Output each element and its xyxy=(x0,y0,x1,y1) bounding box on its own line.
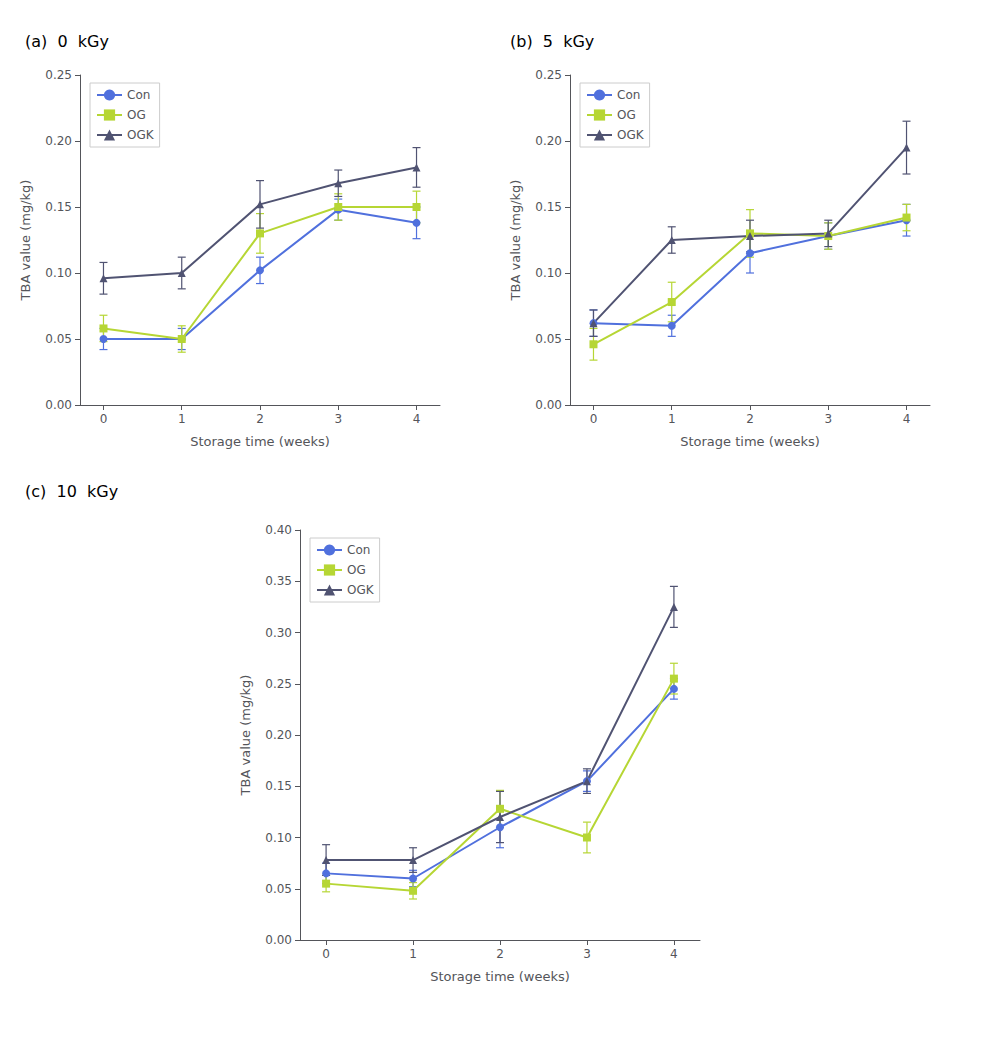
svg-text:(b) 5 kGy: (b) 5 kGy xyxy=(510,32,594,51)
svg-text:0.05: 0.05 xyxy=(535,332,562,346)
svg-text:0.10: 0.10 xyxy=(535,266,562,280)
svg-text:OG: OG xyxy=(127,108,146,122)
svg-text:TBA value (mg/kg): TBA value (mg/kg) xyxy=(18,180,33,302)
svg-text:0.25: 0.25 xyxy=(265,677,292,691)
svg-text:Storage time (weeks): Storage time (weeks) xyxy=(430,969,570,984)
svg-text:4: 4 xyxy=(413,412,421,426)
svg-text:3: 3 xyxy=(583,947,591,961)
svg-text:TBA value (mg/kg): TBA value (mg/kg) xyxy=(238,675,253,797)
svg-text:3: 3 xyxy=(334,412,342,426)
svg-text:0.05: 0.05 xyxy=(265,882,292,896)
svg-text:0.25: 0.25 xyxy=(45,68,72,82)
svg-text:0.40: 0.40 xyxy=(265,523,292,537)
svg-text:Con: Con xyxy=(127,88,150,102)
svg-text:1: 1 xyxy=(409,947,417,961)
svg-text:4: 4 xyxy=(670,947,678,961)
svg-text:0: 0 xyxy=(322,947,330,961)
svg-text:0.00: 0.00 xyxy=(265,933,292,947)
svg-text:0.00: 0.00 xyxy=(535,398,562,412)
svg-text:0.35: 0.35 xyxy=(265,574,292,588)
svg-text:0.30: 0.30 xyxy=(265,626,292,640)
svg-text:TBA value (mg/kg): TBA value (mg/kg) xyxy=(508,180,523,302)
svg-text:0.15: 0.15 xyxy=(265,779,292,793)
svg-text:Storage time (weeks): Storage time (weeks) xyxy=(190,434,330,449)
svg-text:OGK: OGK xyxy=(347,583,375,597)
svg-text:0.20: 0.20 xyxy=(45,134,72,148)
svg-text:OG: OG xyxy=(347,563,366,577)
svg-text:0.05: 0.05 xyxy=(45,332,72,346)
svg-text:0: 0 xyxy=(100,412,108,426)
svg-text:Con: Con xyxy=(347,543,370,557)
svg-text:0: 0 xyxy=(590,412,598,426)
svg-text:3: 3 xyxy=(824,412,832,426)
svg-text:OGK: OGK xyxy=(127,128,155,142)
svg-text:2: 2 xyxy=(746,412,754,426)
svg-text:(c) 10 kGy: (c) 10 kGy xyxy=(25,482,118,501)
svg-text:0.10: 0.10 xyxy=(45,266,72,280)
svg-text:OG: OG xyxy=(617,108,636,122)
svg-text:0.15: 0.15 xyxy=(45,200,72,214)
svg-text:1: 1 xyxy=(668,412,676,426)
svg-text:1: 1 xyxy=(178,412,186,426)
svg-text:OGK: OGK xyxy=(617,128,645,142)
svg-text:Storage time (weeks): Storage time (weeks) xyxy=(680,434,820,449)
svg-text:0.20: 0.20 xyxy=(265,728,292,742)
svg-text:2: 2 xyxy=(256,412,264,426)
svg-text:0.20: 0.20 xyxy=(535,134,562,148)
svg-text:4: 4 xyxy=(903,412,911,426)
svg-text:Con: Con xyxy=(617,88,640,102)
svg-text:0.10: 0.10 xyxy=(265,831,292,845)
svg-text:(a) 0 kGy: (a) 0 kGy xyxy=(25,32,109,51)
svg-text:0.25: 0.25 xyxy=(535,68,562,82)
svg-text:2: 2 xyxy=(496,947,504,961)
svg-text:0.15: 0.15 xyxy=(535,200,562,214)
svg-text:0.00: 0.00 xyxy=(45,398,72,412)
